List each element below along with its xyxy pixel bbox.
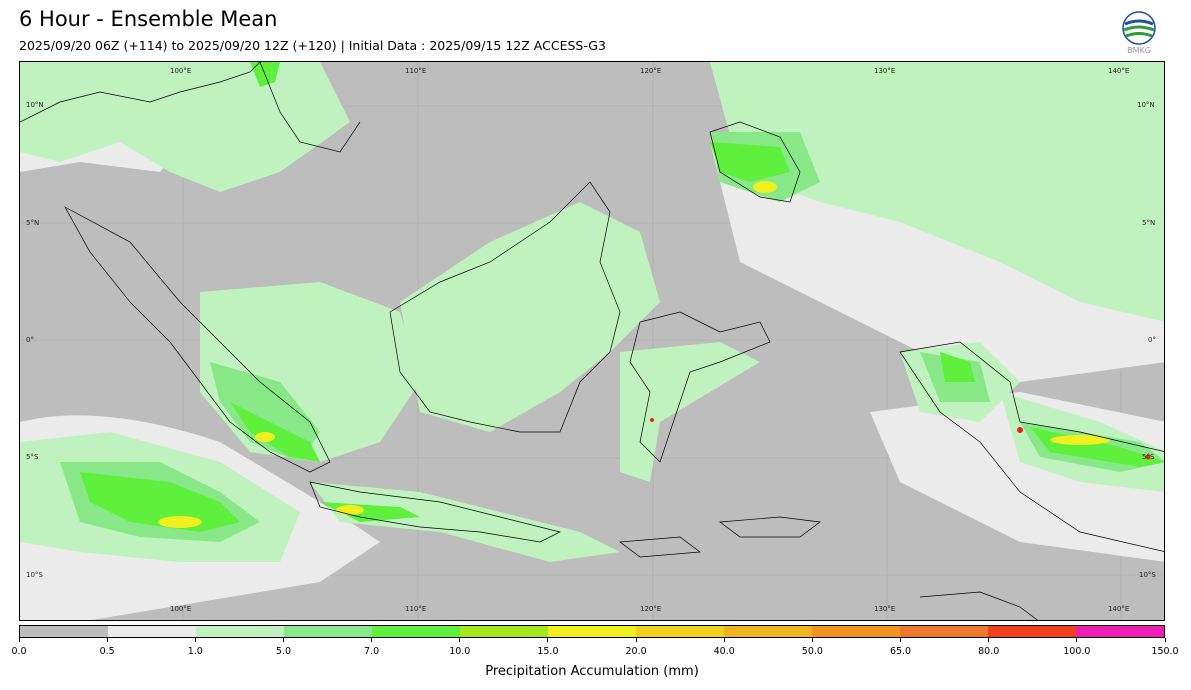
lat-label-left-5n: 5°N bbox=[26, 219, 40, 227]
lon-label-top-130: 130°E bbox=[874, 67, 896, 75]
logo-text: BMKG bbox=[1127, 46, 1151, 55]
colorbar-segment-1 bbox=[108, 626, 196, 637]
lon-label-bottom-140: 140°E bbox=[1108, 605, 1130, 613]
page-title: 6 Hour - Ensemble Mean bbox=[19, 7, 278, 31]
colorbar-segment-9 bbox=[812, 626, 900, 637]
coastlines bbox=[20, 62, 1164, 620]
colorbar-tick-label: 1.0 bbox=[187, 646, 203, 657]
colorbar-tick-label: 65.0 bbox=[889, 646, 912, 657]
colorbar bbox=[19, 625, 1165, 638]
lon-label-top-110: 110°E bbox=[405, 67, 427, 75]
colorbar-tick-label: 80.0 bbox=[978, 646, 1000, 657]
lat-label-left-10s: 10°S bbox=[26, 571, 43, 579]
colorbar-label: Precipitation Accumulation (mm) bbox=[485, 664, 699, 679]
lon-label-bottom-130: 130°E bbox=[874, 605, 896, 613]
colorbar-tick-label: 50.0 bbox=[801, 646, 823, 657]
colorbar-segment-3 bbox=[284, 626, 372, 637]
lat-label-right-5n: 5°N bbox=[1142, 219, 1156, 227]
colorbar-tickmark bbox=[547, 638, 549, 642]
rain-10-15-areas bbox=[158, 181, 1110, 528]
colorbar-tickmark bbox=[282, 638, 284, 642]
colorbar-tickmark bbox=[459, 638, 461, 642]
colorbar-segment-8 bbox=[724, 626, 812, 637]
colorbar-tickmark bbox=[371, 638, 373, 642]
colorbar-tickmark bbox=[723, 638, 725, 642]
colorbar-tick-label: 15.0 bbox=[537, 646, 559, 657]
colorbar-tickmark bbox=[635, 638, 637, 642]
colorbar-tick-label: 0.0 bbox=[11, 646, 27, 657]
lat-label-right-10s: 10°S bbox=[1139, 571, 1156, 579]
colorbar-tickmark bbox=[811, 638, 813, 642]
lon-label-top-120: 120°E bbox=[640, 67, 662, 75]
colorbar-segment-2 bbox=[196, 626, 284, 637]
lat-label-right-5s: 5°S bbox=[1142, 453, 1155, 461]
colorbar-tickmark bbox=[1164, 638, 1166, 642]
lon-label-top-100: 100°E bbox=[170, 67, 192, 75]
precipitation-map: 100°E 110°E 120°E 130°E 140°E 100°E 110°… bbox=[19, 61, 1165, 621]
colorbar-segment-11 bbox=[988, 626, 1076, 637]
rain-heavy-spots bbox=[650, 418, 1151, 460]
page-subtitle: 2025/09/20 06Z (+114) to 2025/09/20 12Z … bbox=[19, 38, 606, 53]
colorbar-segment-0 bbox=[20, 626, 108, 637]
colorbar-tickmark bbox=[988, 638, 990, 642]
colorbar-segment-7 bbox=[636, 626, 724, 637]
colorbar-tickmark bbox=[900, 638, 902, 642]
colorbar-tick-label: 10.0 bbox=[449, 646, 471, 657]
colorbar-segment-10 bbox=[900, 626, 988, 637]
colorbar-tick-label: 5.0 bbox=[275, 646, 292, 657]
colorbar-segment-5 bbox=[460, 626, 548, 637]
colorbar-segment-4 bbox=[372, 626, 460, 637]
colorbar-tickmark bbox=[18, 638, 20, 642]
lon-label-top-140: 140°E bbox=[1108, 67, 1130, 75]
colorbar-segment-12 bbox=[1076, 626, 1164, 637]
colorbar-tickmark bbox=[194, 638, 196, 642]
lon-label-bottom-120: 120°E bbox=[640, 605, 662, 613]
colorbar-tick-label: 7.0 bbox=[364, 646, 380, 657]
lon-label-bottom-110: 110°E bbox=[405, 605, 427, 613]
colorbar-tick-label: 100.0 bbox=[1063, 646, 1091, 657]
lon-label-bottom-100: 100°E bbox=[170, 605, 192, 613]
lat-label-left-5s: 5°S bbox=[26, 453, 39, 461]
lat-label-right-0: 0° bbox=[1148, 336, 1156, 344]
colorbar-tick-label: 0.5 bbox=[99, 646, 115, 657]
colorbar-tick-label: 150.0 bbox=[1151, 646, 1179, 657]
colorbar-tick-label: 40.0 bbox=[713, 646, 735, 657]
lat-label-right-10n: 10°N bbox=[1137, 101, 1155, 109]
colorbar-tickmark bbox=[106, 638, 108, 642]
colorbar-tick-label: 20.0 bbox=[625, 646, 647, 657]
map-canvas bbox=[20, 62, 1164, 620]
bmkg-logo: BMKG bbox=[1120, 10, 1158, 56]
colorbar-segment-6 bbox=[548, 626, 636, 637]
colorbar-tickmark bbox=[1076, 638, 1078, 642]
lat-label-left-0: 0° bbox=[26, 336, 34, 344]
lat-label-left-10n: 10°N bbox=[26, 101, 44, 109]
